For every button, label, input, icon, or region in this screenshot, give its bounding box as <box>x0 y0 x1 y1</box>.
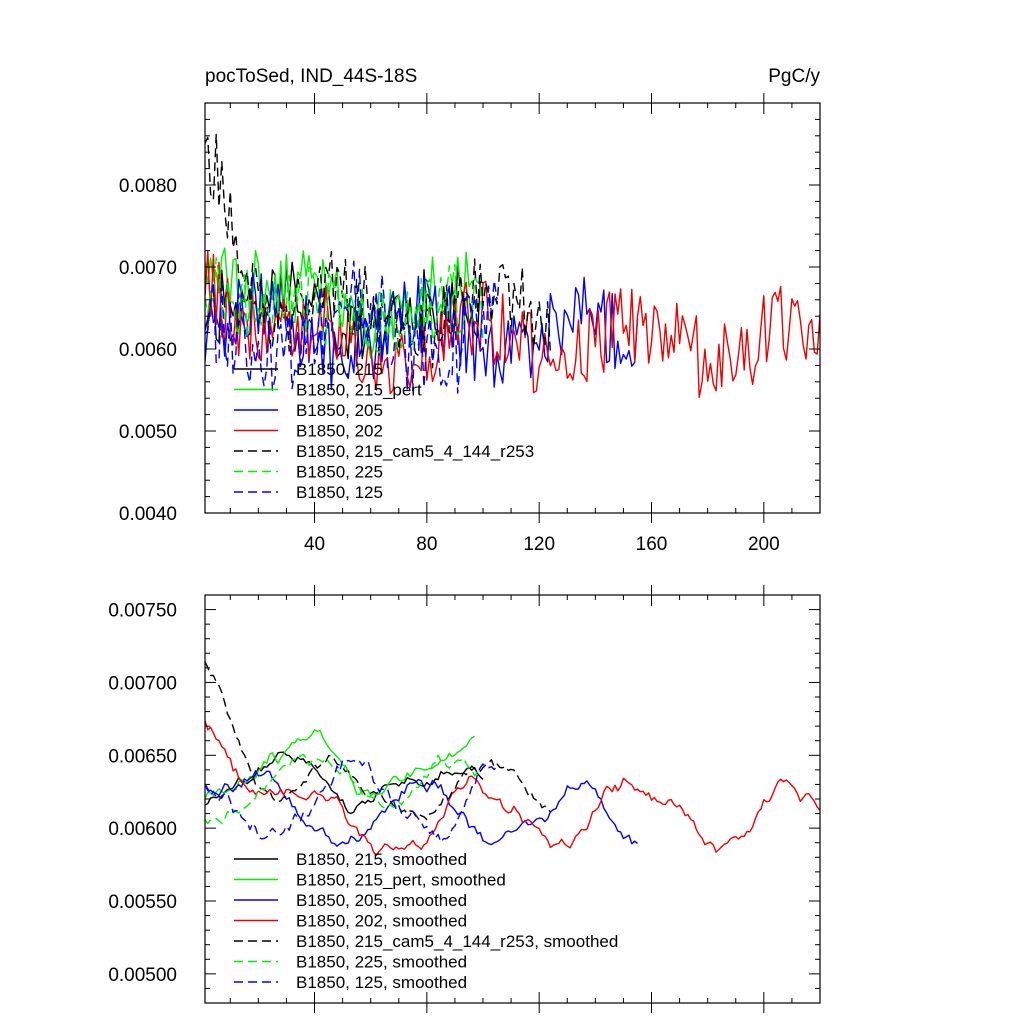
legend-label: B1850, 202, smoothed <box>296 912 467 931</box>
plot-frame <box>204 102 821 514</box>
y-tick-label: 0.0060 <box>119 340 177 361</box>
y-tick-label: 0.0050 <box>119 422 177 443</box>
y-tick-label: 0.00550 <box>108 892 177 913</box>
y-tick-label: 0.0080 <box>119 176 177 197</box>
legend-label: B1850, 215, smoothed <box>296 850 467 869</box>
legend-label: B1850, 215_cam5_4_144_r253, smoothed <box>296 932 618 951</box>
y-tick-label: 0.00600 <box>108 819 177 840</box>
series-line-1 <box>205 729 475 799</box>
legend-label: B1850, 215_pert <box>296 381 422 400</box>
legend-label: B1850, 125 <box>296 483 383 502</box>
legend-label: B1850, 225, smoothed <box>296 953 467 972</box>
legend-label: B1850, 225 <box>296 463 383 482</box>
series-line-6 <box>205 260 498 394</box>
x-tick-label: 160 <box>636 534 668 555</box>
series-lines <box>205 661 820 856</box>
x-tick-label: 200 <box>748 534 780 555</box>
legend-label: B1850, 125, smoothed <box>296 973 467 992</box>
bottom-panel: 0.00500 0.00550 0.00600 0.00650 0.00700 0.007… <box>108 585 821 1013</box>
series-line-6 <box>205 759 498 843</box>
top-panel: 40 80 120 160 200 0.0040 0.0050 0.0060 0.0070 0.0… <box>119 93 821 555</box>
legend-label: B1850, 202 <box>296 422 383 441</box>
chart-title: pocToSed, IND_44S-18S <box>205 66 417 87</box>
x-tick-label: 40 <box>304 534 325 555</box>
y-tick-label: 0.00650 <box>108 746 177 767</box>
y-tick-label: 0.0040 <box>119 504 177 525</box>
series-line-3 <box>205 720 820 856</box>
legend-label: B1850, 205 <box>296 401 383 420</box>
y-tick-label: 0.00500 <box>108 965 177 986</box>
x-tick-label: 80 <box>416 534 437 555</box>
y-tick-label: 0.0070 <box>119 258 177 279</box>
series-lines <box>205 133 820 399</box>
series-line-0 <box>205 751 484 815</box>
legend-label: B1850, 215_cam5_4_144_r253 <box>296 442 534 461</box>
legend-label: B1850, 205, smoothed <box>296 891 467 910</box>
legend-label: B1850, 215_pert, smoothed <box>296 871 506 890</box>
chart-units: PgC/y <box>768 66 820 87</box>
y-tick-label: 0.00700 <box>108 673 177 694</box>
series-line-2 <box>205 770 638 847</box>
legend-label: B1850, 215 <box>296 360 383 379</box>
series-line-5 <box>205 257 484 354</box>
series-line-5 <box>205 753 484 825</box>
x-tick-label: 120 <box>523 534 555 555</box>
y-tick-label: 0.00750 <box>108 601 177 622</box>
